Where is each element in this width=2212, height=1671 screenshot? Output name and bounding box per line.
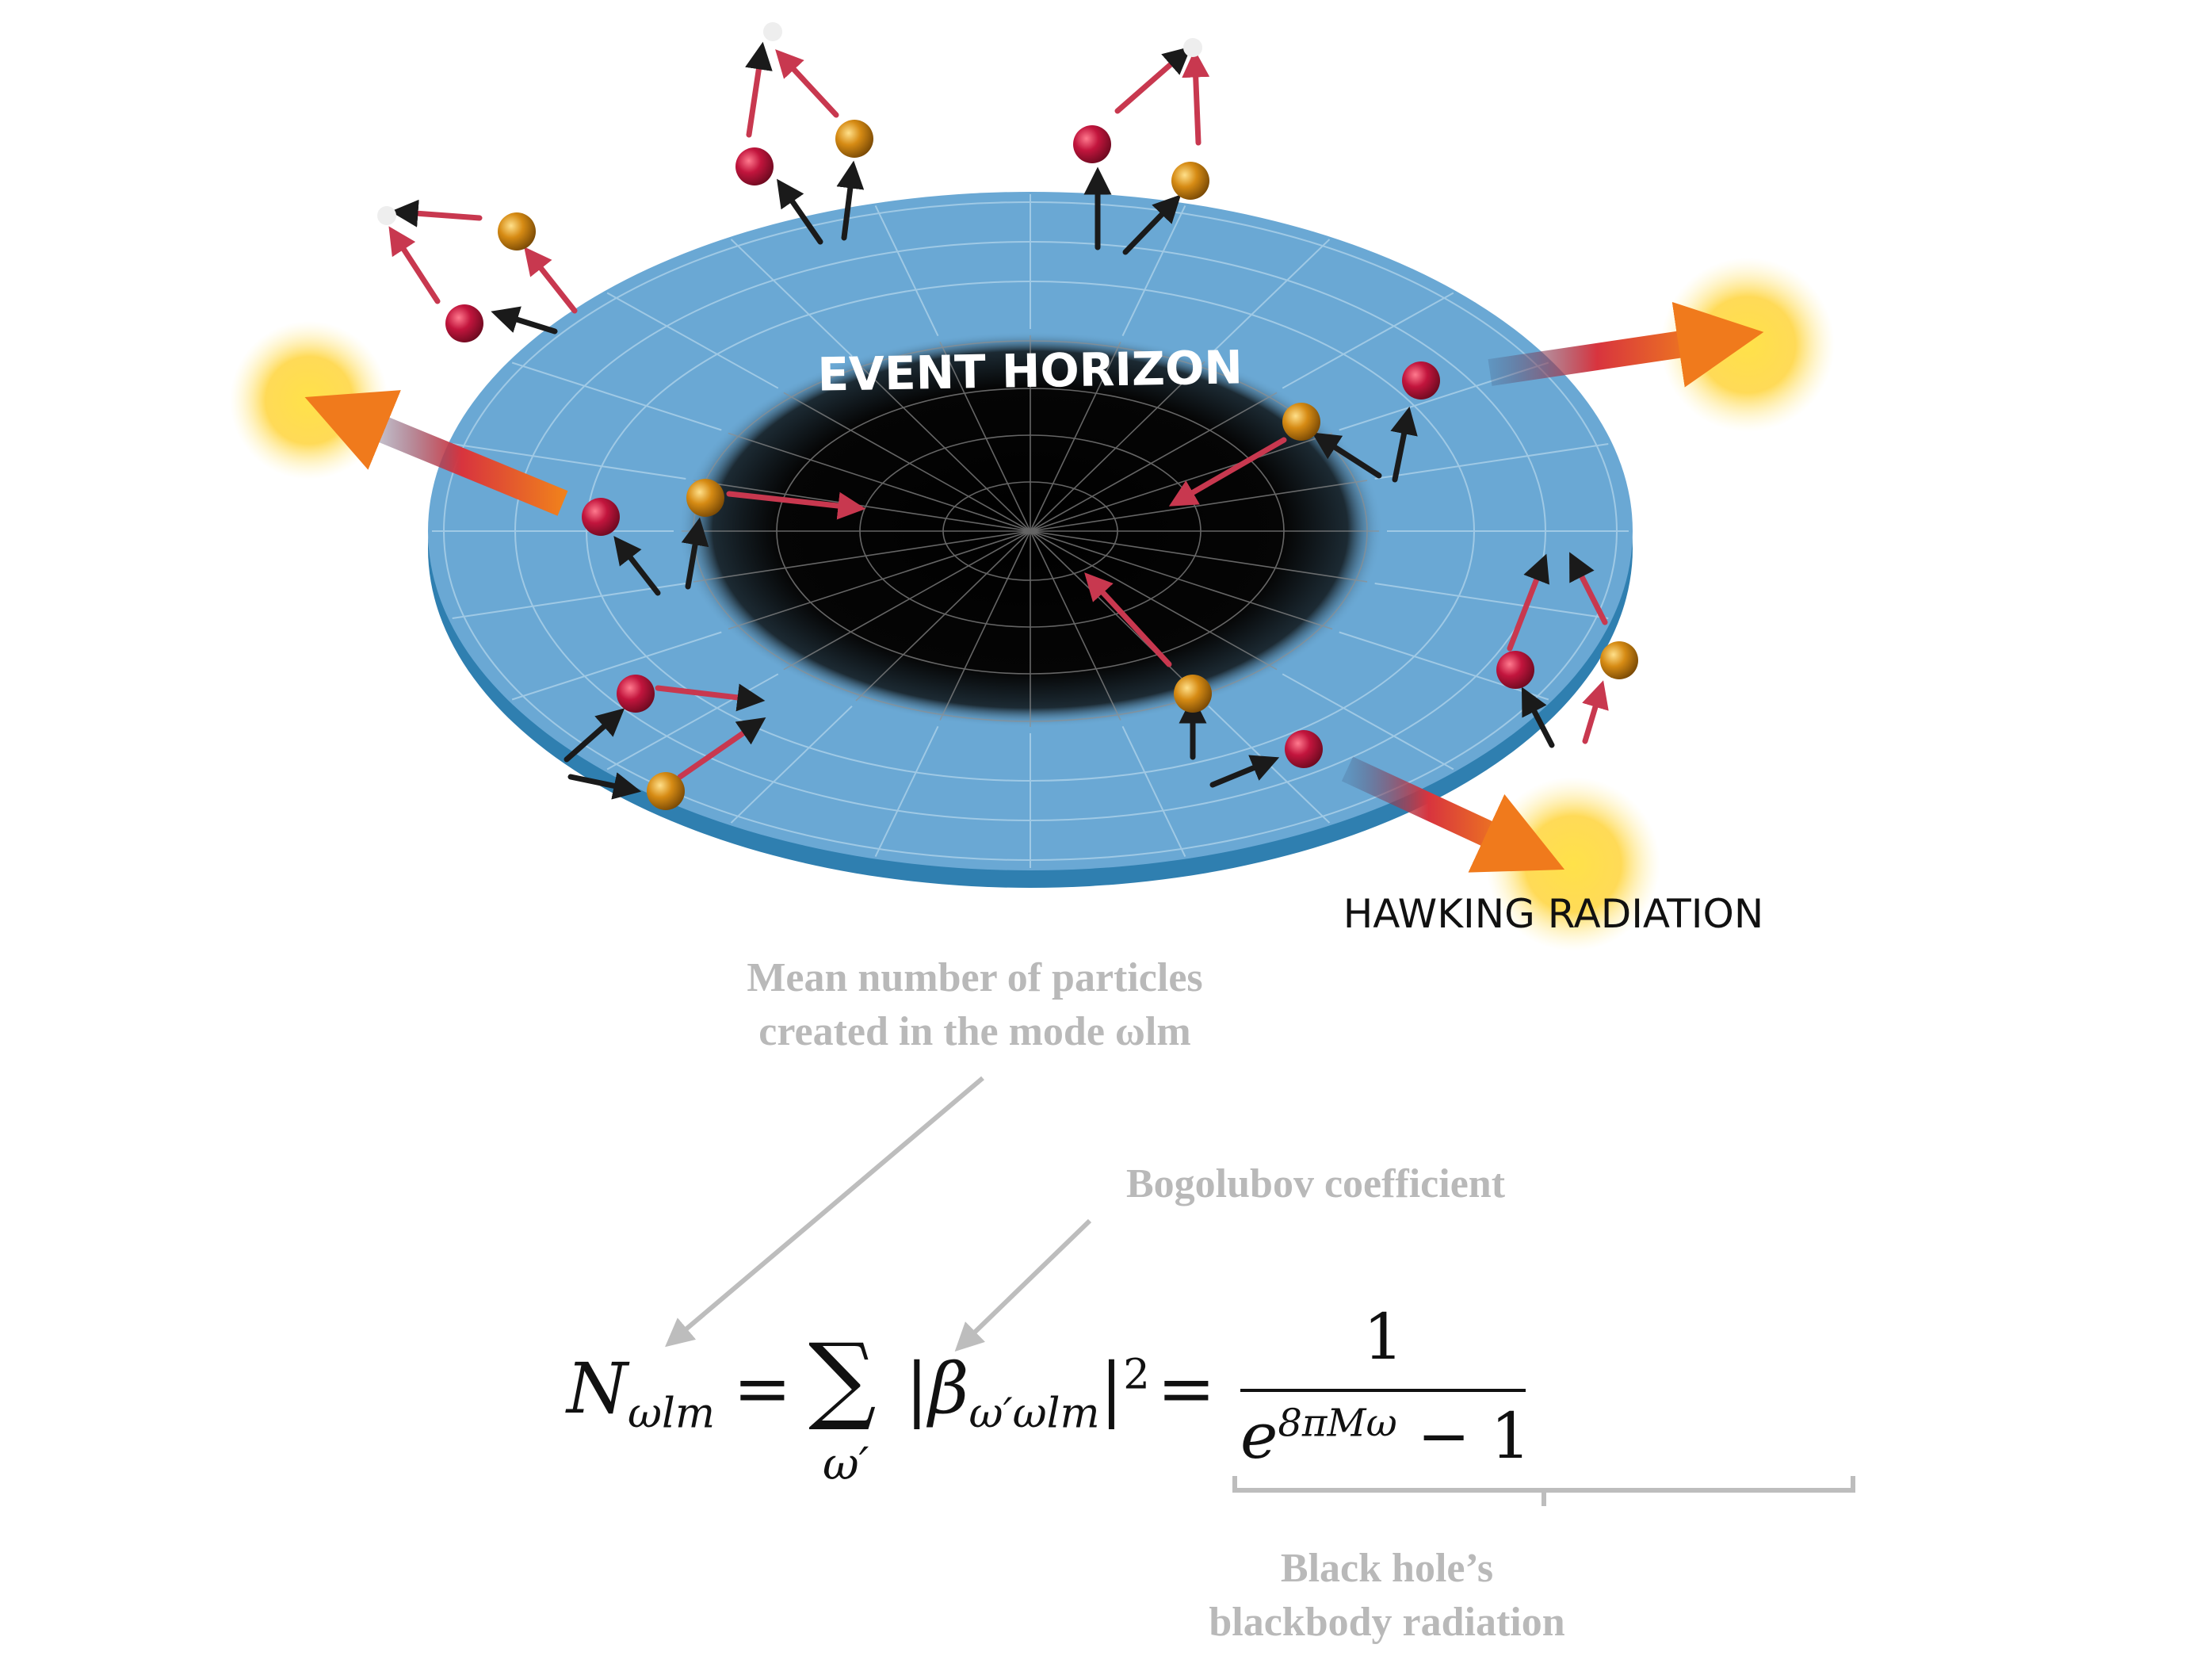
annotation-bogolubov: Bogolubov coefficient: [1125, 1161, 1506, 1206]
hole-grid-spoke: [1030, 530, 1278, 671]
particle-arrows: [388, 41, 1609, 800]
escaped-particle: [1183, 38, 1202, 57]
particle-red: [617, 675, 655, 713]
disk-grid-spoke: [1121, 205, 1186, 337]
annotation-blackbody-line1: Black hole’s: [1280, 1546, 1494, 1591]
big-radiation-arrows: [304, 301, 1764, 873]
particle-orange: [498, 212, 536, 250]
annotation-mean-number-line2: created in the mode ωlm: [758, 1008, 1191, 1054]
disk-grid-spoke: [511, 361, 722, 431]
particle-red: [445, 304, 483, 342]
annotation-mean-number-line1: Mean number of particles: [747, 955, 1203, 1000]
eq-equals-1: =: [733, 1348, 792, 1429]
hole-grid-spoke: [939, 530, 1031, 721]
particle-red: [1402, 361, 1440, 400]
escaped-particle: [377, 206, 396, 225]
hole-grid-spoke: [939, 342, 1031, 532]
glow-left: [230, 321, 388, 480]
hole-grid-spoke: [1030, 530, 1333, 630]
particle-orange: [1171, 162, 1209, 200]
hole-grid-spoke: [1030, 392, 1278, 532]
particle-red: [1073, 125, 1111, 163]
particle-red: [1285, 730, 1323, 768]
disk-grid-spoke: [730, 705, 853, 824]
disk-grid-spoke: [452, 583, 686, 619]
event-horizon-label: EVENT HORIZON: [817, 340, 1244, 401]
hole-grid-spoke: [1030, 530, 1121, 721]
particle-orange: [686, 479, 724, 517]
particle-red: [1496, 651, 1534, 689]
disk-grid-spoke: [730, 239, 853, 357]
hawking-radiation-label: HAWKING RADIATION: [1343, 891, 1764, 937]
eq-sum: ∑: [808, 1324, 877, 1434]
eq-beta-term: |βω′ωlm|2: [905, 1348, 1150, 1438]
hole-grid-spoke: [1030, 361, 1205, 532]
disk-grid-spoke: [1282, 673, 1454, 770]
particle-orange: [835, 120, 873, 158]
blackbody-brace: [1232, 1476, 1855, 1506]
big-arrow-left: [304, 390, 568, 516]
annotation-pointers: [665, 1076, 1855, 1506]
particle-red: [735, 147, 774, 185]
disk-grid-spoke: [452, 443, 686, 480]
annotation-blackbody: Black hole’s blackbody radiation: [1189, 1542, 1585, 1649]
eq-beta-subscript: ω′ωlm: [968, 1389, 1100, 1438]
pointer-bogolubov: [954, 1218, 1092, 1352]
particles: [377, 22, 1638, 810]
annotation-blackbody-line2: blackbody radiation: [1209, 1599, 1565, 1645]
eq-fraction-bar: [1240, 1389, 1526, 1392]
eq-minus-one: − 1: [1417, 1399, 1531, 1473]
eq-lhs-symbol: N: [567, 1348, 628, 1429]
eq-lhs: Nωlm: [567, 1348, 715, 1438]
disk-grid-spoke: [1374, 583, 1609, 619]
particle-orange: [1600, 641, 1638, 679]
particle-orange: [647, 772, 685, 810]
pointer-mean-number: [665, 1076, 984, 1348]
big-arrow-right: [1488, 301, 1764, 388]
eq-beta: β: [928, 1348, 969, 1429]
eq-numerator: 1: [1363, 1300, 1404, 1374]
hole-grid-spoke: [1030, 530, 1205, 702]
eq-sum-under: ω′: [823, 1439, 869, 1490]
disk-grid-spoke: [1208, 239, 1331, 357]
disk-grid-spoke: [511, 631, 722, 701]
hole-grid-spoke: [728, 432, 1031, 532]
disk-grid-spoke: [874, 205, 939, 337]
disk-grid-spoke: [1374, 443, 1609, 480]
eq-square: 2: [1123, 1350, 1150, 1399]
hole-grid-spoke: [855, 530, 1031, 702]
eq-sum-index: ω′: [823, 1439, 869, 1490]
hole-grid-spoke: [855, 361, 1031, 532]
disk-grid-spoke: [1121, 725, 1186, 857]
disk-grid-spoke: [874, 725, 939, 857]
hole-grid-spoke: [783, 392, 1031, 532]
hole-grid-spoke: [1030, 530, 1368, 583]
hole-grid-spoke: [693, 530, 1031, 583]
eq-exp-power: 8πMω: [1278, 1401, 1397, 1446]
eq-lhs-subscript: ωlm: [628, 1389, 716, 1438]
hole-grid-spoke: [783, 530, 1031, 671]
disk-grid-spoke: [1282, 292, 1454, 389]
big-arrow-bottom: [1341, 756, 1565, 873]
hole-grid-spoke: [728, 530, 1031, 630]
eq-denominator: e8πMω − 1: [1240, 1399, 1531, 1473]
particle-red: [582, 498, 620, 536]
hole-grid-spoke: [1030, 342, 1121, 532]
particle-orange: [1174, 675, 1212, 713]
escaped-particle: [763, 22, 782, 41]
particle-orange: [1282, 403, 1320, 441]
event-horizon: [678, 331, 1383, 728]
eq-equals-2: =: [1157, 1348, 1216, 1429]
annotation-mean-number: Mean number of particles created in the …: [650, 951, 1300, 1058]
disk-grid-spoke: [606, 292, 779, 389]
eq-exp-base: e: [1240, 1399, 1278, 1473]
